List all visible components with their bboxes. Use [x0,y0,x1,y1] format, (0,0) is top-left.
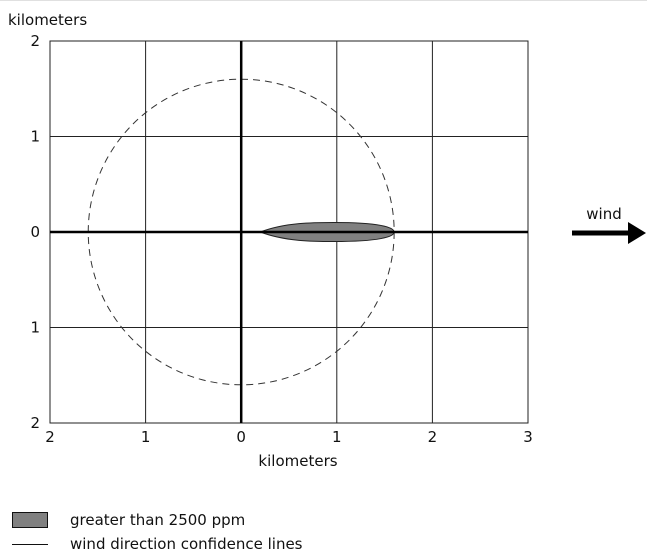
y-tick-label: 1 [30,319,40,337]
legend-label-plume: greater than 2500 ppm [70,511,246,529]
legend-item-confidence-lines: wind direction confidence lines [12,534,303,554]
plume-swatch-icon [12,512,48,528]
x-tick-label: 1 [141,428,151,446]
x-axis-title: kilometers [258,452,337,470]
y-tick-label: 1 [30,128,40,146]
legend-label-confidence-lines: wind direction confidence lines [70,535,303,553]
x-tick-label: 0 [236,428,246,446]
y-axis-title: kilometers [8,11,87,29]
top-border [0,0,647,1]
axes-layer [50,41,528,423]
y-tick-label: 2 [30,32,40,50]
wind-arrow-icon [628,222,646,244]
line-swatch-icon [12,543,48,545]
y-tick-label: 0 [30,223,40,241]
tick-labels: 2 1 0 1 2 3 2 1 0 1 2 [30,32,532,446]
legend-item-plume: greater than 2500 ppm [12,510,245,530]
wind-indicator: wind [572,205,646,244]
concentration-plot: 2 1 0 1 2 3 2 1 0 1 2 kilometers kilometers wind [8,11,646,470]
y-tick-label: 2 [30,414,40,432]
wind-label: wind [586,205,621,223]
x-tick-label: 3 [523,428,533,446]
x-tick-label: 1 [332,428,342,446]
x-tick-label: 2 [45,428,55,446]
x-tick-label: 2 [428,428,438,446]
